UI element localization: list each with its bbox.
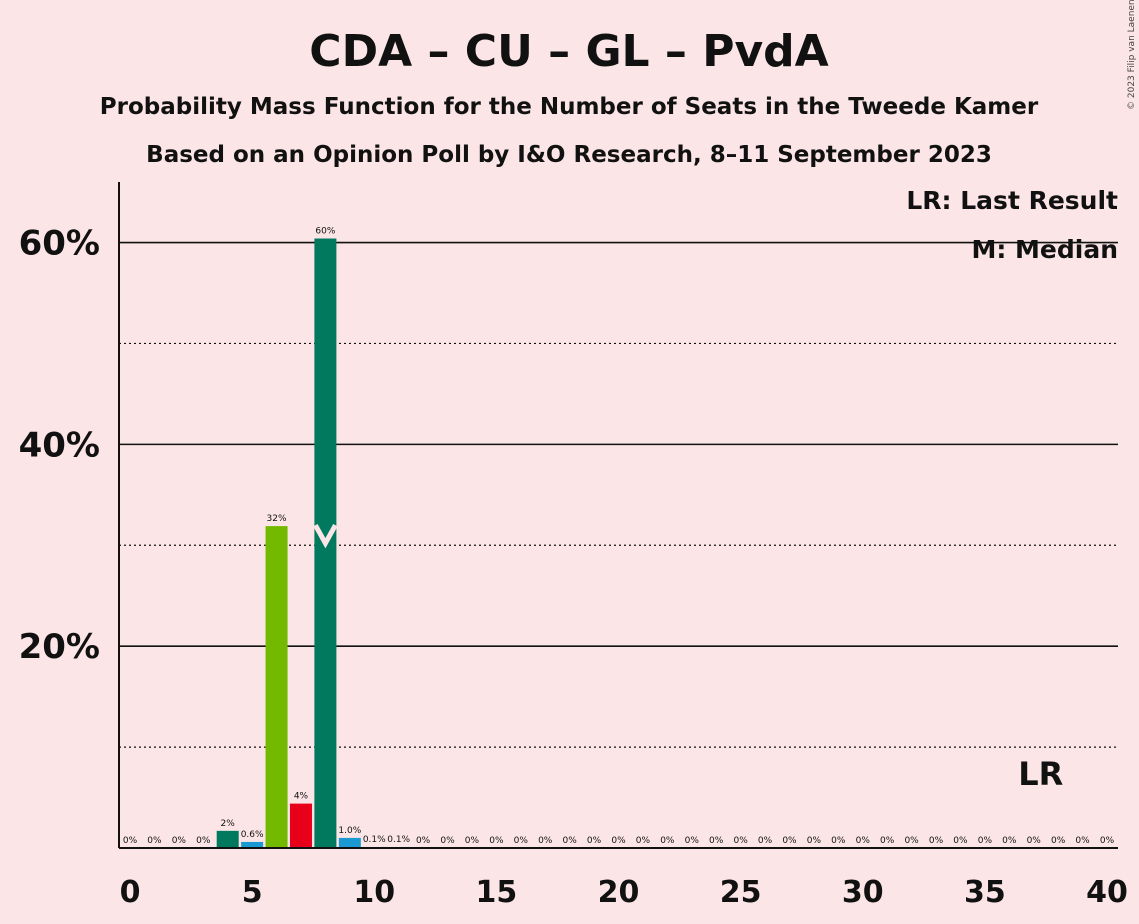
- chart-title: CDA – CU – GL – PvdA: [309, 26, 828, 77]
- y-tick-labels: 20% 40% 60%: [19, 224, 100, 668]
- data-label-seat-31: 0%: [880, 836, 895, 846]
- data-label-seat-21: 0%: [636, 836, 651, 846]
- x-tick-label: 10: [353, 875, 395, 910]
- x-tick-label: 5: [242, 875, 263, 910]
- data-label-seat-24: 0%: [709, 836, 724, 846]
- bar-seat-9: [338, 837, 361, 848]
- data-label-seat-3: 0%: [196, 836, 211, 846]
- data-label-seat-36: 0%: [1002, 836, 1017, 846]
- data-label-seat-7: 4%: [294, 792, 309, 802]
- x-tick-label: 20: [598, 875, 640, 910]
- data-label-seat-15: 0%: [489, 836, 504, 846]
- data-label-seat-19: 0%: [587, 836, 602, 846]
- data-label-seat-26: 0%: [758, 836, 773, 846]
- bars: [216, 238, 410, 848]
- y-tick-label: 20%: [19, 627, 100, 667]
- bar-seat-5: [241, 841, 264, 848]
- axes: [118, 182, 1118, 849]
- data-label-seat-0: 0%: [123, 836, 138, 846]
- median-marker-shape: [313, 523, 338, 549]
- bar-seat-6: [265, 526, 288, 848]
- data-label-seat-30: 0%: [856, 836, 871, 846]
- data-label-seat-35: 0%: [978, 836, 993, 846]
- data-label-seat-1: 0%: [147, 836, 162, 846]
- x-tick-labels: 0 5 10 15 20 25 30 35 40: [120, 875, 1128, 910]
- x-tick-label: 0: [120, 875, 141, 910]
- data-label-seat-10: 0.1%: [363, 835, 386, 845]
- data-label-seat-9: 1.0%: [338, 826, 361, 836]
- copyright-note: © 2023 Filip van Laenen: [1127, 0, 1137, 110]
- data-label-seat-22: 0%: [660, 836, 675, 846]
- data-label-seat-14: 0%: [465, 836, 480, 846]
- data-label-seat-40: 0%: [1100, 836, 1115, 846]
- data-label-seat-4: 2%: [221, 819, 236, 829]
- data-label-seat-27: 0%: [782, 836, 797, 846]
- data-label-seat-12: 0%: [416, 836, 431, 846]
- x-tick-label: 40: [1086, 875, 1128, 910]
- y-tick-label: 60%: [19, 224, 100, 264]
- data-label-seat-25: 0%: [733, 836, 748, 846]
- data-label-seat-2: 0%: [172, 836, 187, 846]
- data-label-seat-33: 0%: [929, 836, 944, 846]
- data-label-seat-37: 0%: [1027, 836, 1042, 846]
- x-tick-label: 35: [964, 875, 1006, 910]
- bar-seat-7: [289, 803, 312, 848]
- data-label-seat-6: 32%: [267, 514, 287, 524]
- chart-subtitle-2: Based on an Opinion Poll by I&O Research…: [146, 142, 992, 168]
- data-label-seat-8: 60%: [315, 227, 335, 237]
- data-labels: 0% 0% 0% 0%2%0.6%32%4%60%1.0%0.1% 0.1% 0% 0% 0%…: [123, 227, 1115, 846]
- x-tick-label: 15: [476, 875, 518, 910]
- x-tick-label: 30: [842, 875, 884, 910]
- data-label-seat-20: 0%: [611, 836, 626, 846]
- legend-last-result: LR: Last Result: [906, 186, 1118, 215]
- data-label-seat-5: 0.6%: [241, 830, 264, 840]
- data-label-seat-39: 0%: [1075, 836, 1090, 846]
- last-result-label: LR: [1018, 755, 1063, 793]
- data-label-seat-34: 0%: [953, 836, 968, 846]
- data-label-seat-18: 0%: [563, 836, 578, 846]
- data-label-seat-32: 0%: [904, 836, 919, 846]
- data-label-seat-29: 0%: [831, 836, 846, 846]
- x-tick-label: 25: [720, 875, 762, 910]
- median-marker: [313, 523, 338, 549]
- data-label-seat-16: 0%: [514, 836, 529, 846]
- y-tick-label: 40%: [19, 425, 100, 465]
- data-label-seat-17: 0%: [538, 836, 553, 846]
- data-label-seat-38: 0%: [1051, 836, 1066, 846]
- data-label-seat-13: 0%: [440, 836, 455, 846]
- chart-subtitle-1: Probability Mass Function for the Number…: [100, 94, 1039, 120]
- bar-seat-4: [216, 830, 239, 848]
- data-label-seat-28: 0%: [807, 836, 822, 846]
- data-label-seat-11: 0.1%: [387, 835, 410, 845]
- data-label-seat-23: 0%: [685, 836, 700, 846]
- legend-median: M: Median: [971, 235, 1118, 264]
